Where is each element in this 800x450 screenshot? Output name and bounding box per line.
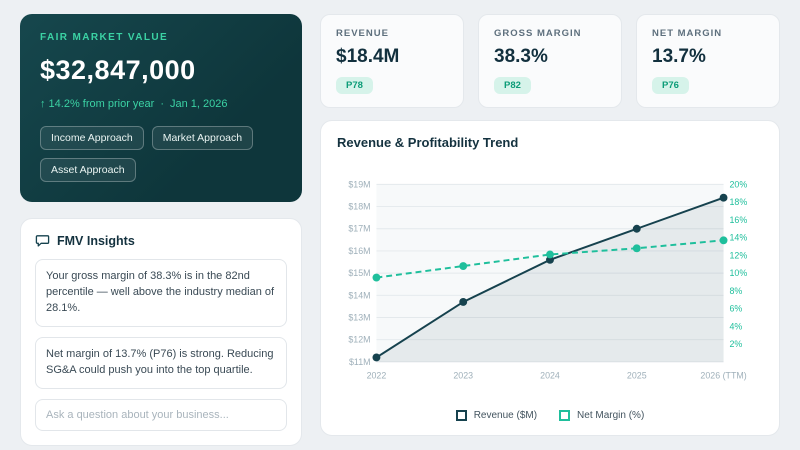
- insights-header: FMV Insights: [35, 233, 287, 248]
- fmv-separator: ·: [160, 98, 164, 110]
- insights-title: FMV Insights: [57, 233, 135, 248]
- fmv-insights-card: FMV Insights Your gross margin of 38.3% …: [20, 218, 302, 446]
- fmv-meta: ↑ 14.2% from prior year · Jan 1, 2026: [40, 98, 282, 110]
- svg-text:6%: 6%: [729, 304, 742, 314]
- legend-label: Net Margin (%): [577, 410, 645, 421]
- svg-text:20%: 20%: [729, 179, 747, 189]
- kpi-row: REVENUE $18.4M P78 GROSS MARGIN 38.3% P8…: [320, 14, 780, 108]
- svg-text:2025: 2025: [627, 371, 647, 381]
- insight-item: Your gross margin of 38.3% is in the 82n…: [35, 259, 287, 327]
- chart-legend: Revenue ($M) Net Margin (%): [337, 408, 763, 425]
- fmv-label: FAIR MARKET VALUE: [40, 32, 169, 43]
- kpi-card-gross-margin: GROSS MARGIN 38.3% P82: [478, 14, 622, 108]
- svg-text:12%: 12%: [729, 250, 747, 260]
- svg-text:$13M: $13M: [348, 312, 370, 322]
- percentile-badge: P78: [336, 77, 373, 94]
- svg-text:2023: 2023: [453, 371, 473, 381]
- trend-chart-svg: $11M $12M $13M $14M $15M $16M $17M $18M $19M 2% 4%…: [348, 179, 747, 381]
- chart-title: Revenue & Profitability Trend: [337, 135, 519, 150]
- svg-text:$16M: $16M: [348, 246, 370, 256]
- svg-text:18%: 18%: [729, 197, 747, 207]
- fair-market-value-card: FAIR MARKET VALUE $32,847,000 ↑ 14.2% fr…: [20, 14, 302, 202]
- svg-text:$18M: $18M: [348, 202, 370, 212]
- svg-text:8%: 8%: [729, 286, 742, 296]
- revenue-swatch-icon: [455, 410, 467, 421]
- fmv-date: Jan 1, 2026: [170, 98, 228, 110]
- svg-text:$19M: $19M: [348, 179, 370, 189]
- chip-income-approach[interactable]: Income Approach: [40, 126, 144, 150]
- kpi-label: REVENUE: [336, 28, 389, 39]
- svg-text:16%: 16%: [729, 215, 747, 225]
- legend-item-net-margin: Net Margin (%): [559, 410, 644, 421]
- fmv-delta: ↑ 14.2% from prior year: [40, 98, 155, 110]
- svg-text:$11M: $11M: [349, 357, 371, 367]
- svg-text:2022: 2022: [367, 371, 387, 381]
- trend-chart: $11M $12M $13M $14M $15M $16M $17M $18M $19M 2% 4%…: [337, 156, 763, 408]
- legend-item-revenue: Revenue ($M): [455, 410, 538, 421]
- left-column: FAIR MARKET VALUE $32,847,000 ↑ 14.2% fr…: [20, 14, 302, 446]
- chat-bubble-icon: [35, 233, 50, 248]
- kpi-card-revenue: REVENUE $18.4M P78: [320, 14, 464, 108]
- kpi-value: 38.3%: [494, 46, 548, 67]
- kpi-card-net-margin: NET MARGIN 13.7% P76: [636, 14, 780, 108]
- net-margin-swatch-icon: [559, 410, 571, 421]
- fmv-value: $32,847,000: [40, 55, 196, 85]
- svg-text:$17M: $17M: [348, 224, 370, 234]
- svg-text:$14M: $14M: [348, 290, 370, 300]
- svg-text:14%: 14%: [729, 233, 747, 243]
- svg-text:$15M: $15M: [348, 268, 370, 278]
- kpi-label: NET MARGIN: [652, 28, 723, 39]
- ask-question-input[interactable]: [35, 398, 287, 431]
- chip-market-approach[interactable]: Market Approach: [151, 126, 254, 150]
- percentile-badge: P82: [494, 77, 531, 94]
- kpi-value: $18.4M: [336, 46, 400, 67]
- svg-text:2026 (TTM): 2026 (TTM): [700, 371, 746, 381]
- svg-text:4%: 4%: [729, 321, 742, 331]
- right-column: REVENUE $18.4M P78 GROSS MARGIN 38.3% P8…: [320, 14, 780, 436]
- percentile-badge: P76: [652, 77, 689, 94]
- insight-item: Net margin of 13.7% (P76) is strong. Red…: [35, 336, 287, 389]
- svg-text:2%: 2%: [729, 339, 742, 349]
- svg-text:10%: 10%: [729, 268, 747, 278]
- kpi-label: GROSS MARGIN: [494, 28, 582, 39]
- legend-label: Revenue ($M): [473, 410, 538, 421]
- approach-chips: Income Approach Market Approach Asset Ap…: [40, 126, 282, 182]
- kpi-value: 13.7%: [652, 46, 706, 67]
- chip-asset-approach[interactable]: Asset Approach: [40, 158, 136, 182]
- svg-text:2024: 2024: [540, 371, 560, 381]
- svg-text:$12M: $12M: [348, 335, 370, 345]
- trend-chart-card: Revenue & Profitability Trend $11M $12M $1…: [320, 120, 780, 436]
